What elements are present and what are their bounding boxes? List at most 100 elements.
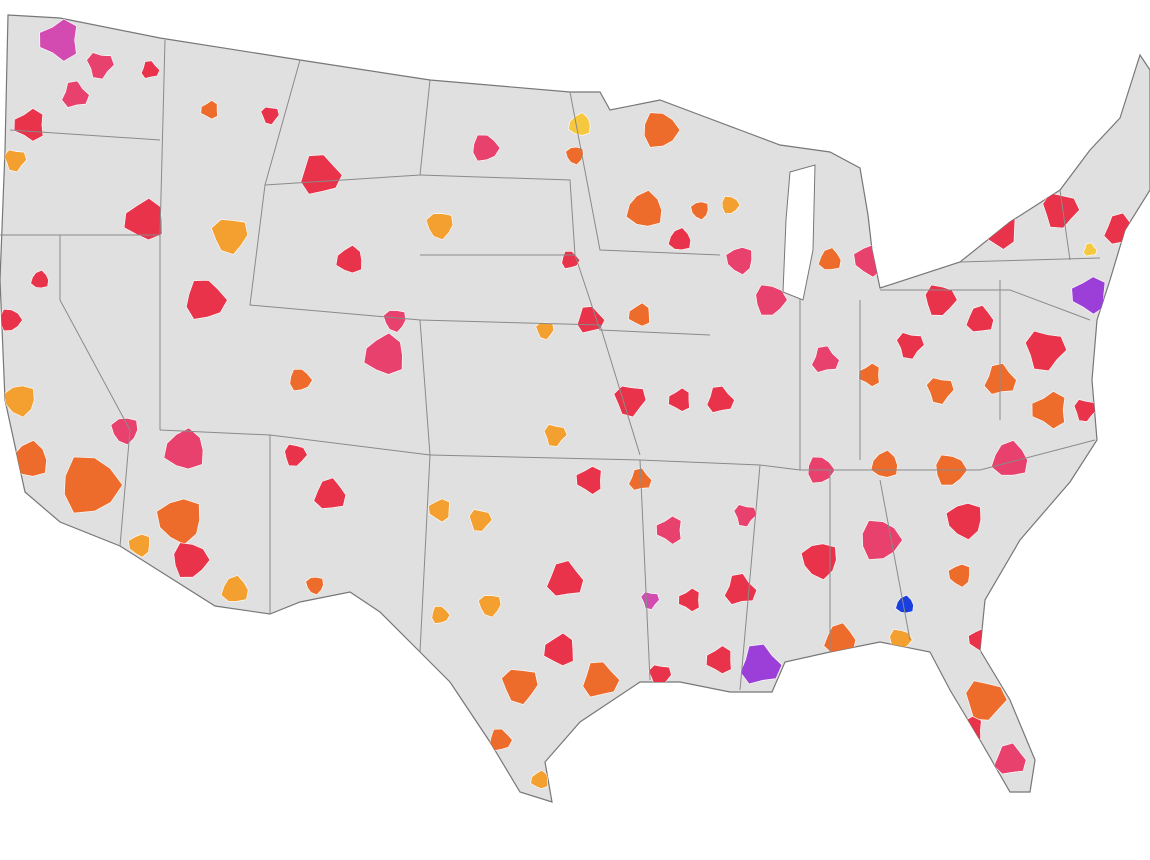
region [800,543,837,581]
region [425,213,454,241]
region [260,106,280,126]
region [643,112,681,148]
region [64,456,123,514]
region [1024,330,1068,372]
region [613,385,647,418]
region [127,533,150,558]
region [156,498,200,545]
region [543,424,568,447]
region [30,269,49,289]
region [895,594,914,614]
region [472,134,501,162]
region [678,587,700,612]
region [185,279,228,320]
region [625,189,662,227]
region [39,18,77,62]
region [690,201,709,221]
region [640,591,660,610]
region [3,149,27,173]
region [993,742,1027,775]
region [896,332,925,360]
state-border [9,129,161,141]
region [706,385,735,413]
region [733,504,758,528]
state-border [159,39,166,236]
region [220,574,249,602]
region [546,560,584,597]
region [13,108,44,142]
region [628,467,653,491]
region [1073,399,1098,422]
state-border [1059,189,1071,261]
region [926,377,955,405]
region [1082,242,1098,257]
state-border [574,254,711,336]
region [477,595,502,618]
region [123,197,163,241]
state-border [249,59,431,456]
region [431,606,451,624]
region [811,345,840,373]
region [755,284,788,316]
region [1031,391,1066,430]
region [739,643,783,685]
region [656,515,682,545]
region [924,284,958,316]
region [567,112,591,136]
region [489,728,513,752]
region [325,594,353,624]
region [817,247,842,270]
state-border [879,479,911,641]
state-borders [0,39,1101,691]
region [300,154,343,195]
region [858,362,880,387]
region [628,302,650,327]
region [163,427,204,470]
region [211,219,249,255]
state-border [959,257,1101,263]
region [382,310,407,333]
region [582,661,621,698]
state-border [800,439,1096,471]
state-border [880,289,1091,321]
region [947,563,970,588]
lake [782,164,816,301]
region [1042,192,1080,229]
region [305,576,324,596]
region [428,498,450,523]
region [648,664,672,688]
region [870,449,898,478]
region [289,368,313,392]
region [965,305,994,333]
region [565,146,584,166]
region [990,440,1028,476]
region [468,509,493,532]
region [530,769,549,790]
region [543,632,574,666]
region [965,680,1008,721]
region [363,332,403,375]
region [173,542,211,578]
state-border [569,91,721,256]
region [575,466,602,495]
region [335,244,362,274]
region [725,247,753,276]
region [945,502,982,541]
region [576,306,606,334]
state-border [419,174,576,256]
region [501,669,539,705]
state-border [59,235,131,547]
state-border [419,319,641,456]
state-border [739,464,761,691]
region [140,60,161,79]
region [200,100,218,120]
region [667,227,692,251]
region [313,477,347,509]
region [955,716,982,745]
region [1071,276,1106,315]
region [86,52,115,80]
region [284,443,308,467]
region [705,645,732,675]
